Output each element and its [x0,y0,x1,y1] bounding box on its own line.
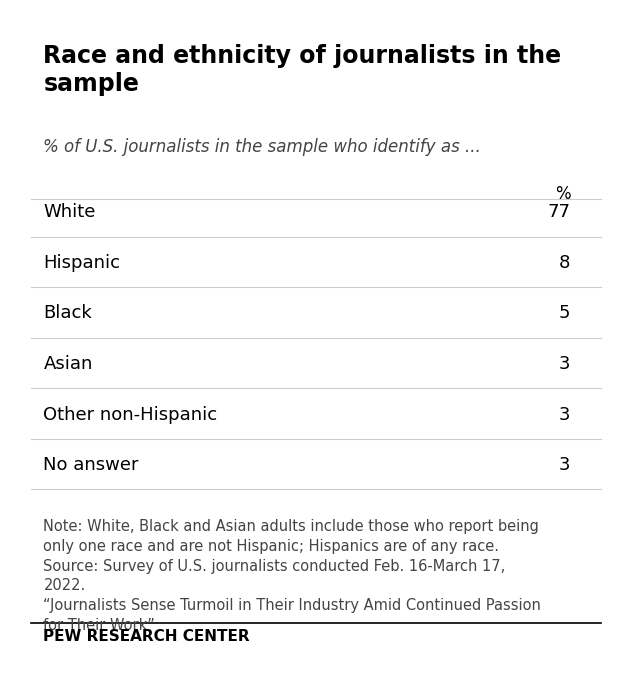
Text: % of U.S. journalists in the sample who identify as ...: % of U.S. journalists in the sample who … [43,138,481,156]
Text: 5: 5 [559,305,570,322]
Text: No answer: No answer [43,456,139,474]
Text: 3: 3 [559,456,570,474]
Text: %: % [555,185,570,204]
Text: 77: 77 [547,204,570,221]
Text: White: White [43,204,95,221]
Text: Other non-Hispanic: Other non-Hispanic [43,406,218,423]
Text: 3: 3 [559,406,570,423]
Text: 8: 8 [559,254,570,272]
Text: Note: White, Black and Asian adults include those who report being
only one race: Note: White, Black and Asian adults incl… [43,519,541,633]
Text: Black: Black [43,305,92,322]
Text: Race and ethnicity of journalists in the
sample: Race and ethnicity of journalists in the… [43,44,562,96]
Text: Asian: Asian [43,355,93,373]
Text: PEW RESEARCH CENTER: PEW RESEARCH CENTER [43,629,250,644]
Text: Hispanic: Hispanic [43,254,120,272]
Text: 3: 3 [559,355,570,373]
